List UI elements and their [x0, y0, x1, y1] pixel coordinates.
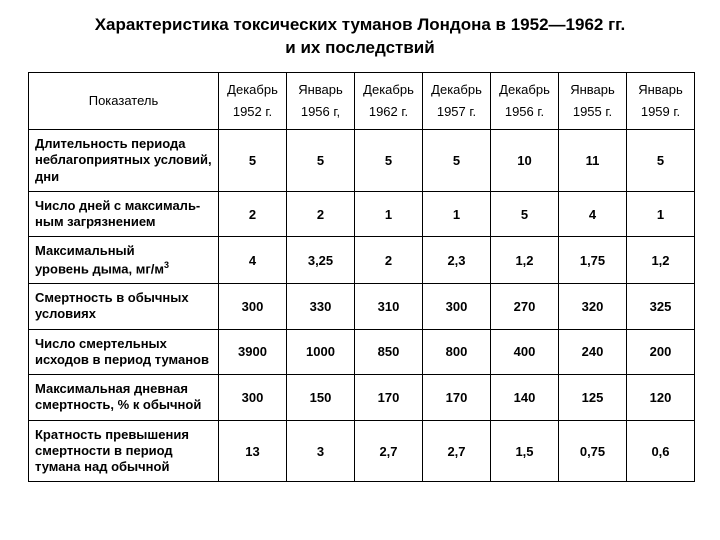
data-cell: 1	[423, 191, 491, 237]
col-year: 1955 г.	[573, 104, 612, 119]
table-row: Кратность превышения смертности в период…	[29, 420, 695, 482]
data-cell: 1	[355, 191, 423, 237]
data-cell: 5	[287, 130, 355, 192]
col-header: Декабрь 1962 г.	[355, 72, 423, 129]
col-month: Декабрь	[227, 82, 278, 97]
data-cell: 1000	[287, 329, 355, 375]
col-month: Январь	[570, 82, 615, 97]
data-cell: 300	[219, 284, 287, 330]
data-cell: 330	[287, 284, 355, 330]
col-year: 1956 г.	[505, 104, 544, 119]
col-year: 1956 г,	[301, 104, 340, 119]
table-row: Длительность периода неблагоприятных усл…	[29, 130, 695, 192]
data-cell: 10	[491, 130, 559, 192]
data-cell: 5	[423, 130, 491, 192]
data-cell: 5	[627, 130, 695, 192]
data-cell: 140	[491, 375, 559, 421]
row-label: Длительность периода неблагоприятных усл…	[29, 130, 219, 192]
data-cell: 800	[423, 329, 491, 375]
table-row: Число дней с максималь-ным загрязнением2…	[29, 191, 695, 237]
data-table: Показатель Декабрь 1952 г. Январь 1956 г…	[28, 72, 695, 483]
page-title: Характеристика токсических туманов Лондо…	[28, 14, 692, 60]
col-month: Декабрь	[499, 82, 550, 97]
table-row: Число смертельных исходов в период туман…	[29, 329, 695, 375]
col-header: Декабрь 1952 г.	[219, 72, 287, 129]
data-cell: 5	[491, 191, 559, 237]
row-label: Число смертельных исходов в период туман…	[29, 329, 219, 375]
data-cell: 0,6	[627, 420, 695, 482]
data-cell: 0,75	[559, 420, 627, 482]
data-cell: 125	[559, 375, 627, 421]
data-cell: 2,7	[355, 420, 423, 482]
data-cell: 1,5	[491, 420, 559, 482]
col-header: Декабрь 1957 г.	[423, 72, 491, 129]
col-month: Декабрь	[363, 82, 414, 97]
data-cell: 850	[355, 329, 423, 375]
data-cell: 2,3	[423, 237, 491, 284]
data-cell: 310	[355, 284, 423, 330]
data-cell: 2	[219, 191, 287, 237]
col-month: Январь	[638, 82, 683, 97]
row-label: Кратность превышения смертности в период…	[29, 420, 219, 482]
data-cell: 4	[559, 191, 627, 237]
indicator-header: Показатель	[29, 72, 219, 129]
data-cell: 1	[627, 191, 695, 237]
data-cell: 1,2	[491, 237, 559, 284]
data-cell: 2	[287, 191, 355, 237]
data-cell: 1,2	[627, 237, 695, 284]
table-row: Максимальная дневная смертность, % к обы…	[29, 375, 695, 421]
table-body: Длительность периода неблагоприятных усл…	[29, 130, 695, 482]
data-cell: 120	[627, 375, 695, 421]
data-cell: 325	[627, 284, 695, 330]
table-row: Максимальныйуровень дыма, мг/м343,2522,3…	[29, 237, 695, 284]
col-year: 1952 г.	[233, 104, 272, 119]
row-label: Максимальныйуровень дыма, мг/м3	[29, 237, 219, 284]
title-line-2: и их последствий	[285, 38, 434, 57]
row-label: Смертность в обычных условиях	[29, 284, 219, 330]
data-cell: 13	[219, 420, 287, 482]
col-header: Декабрь 1956 г.	[491, 72, 559, 129]
col-header: Январь 1956 г,	[287, 72, 355, 129]
col-year: 1962 г.	[369, 104, 408, 119]
data-cell: 2,7	[423, 420, 491, 482]
col-header: Январь 1959 г.	[627, 72, 695, 129]
data-cell: 3	[287, 420, 355, 482]
data-cell: 4	[219, 237, 287, 284]
table-row: Смертность в обычных условиях30033031030…	[29, 284, 695, 330]
col-year: 1957 г.	[437, 104, 476, 119]
col-year: 1959 г.	[641, 104, 680, 119]
data-cell: 5	[219, 130, 287, 192]
row-label: Число дней с максималь-ным загрязнением	[29, 191, 219, 237]
col-month: Декабрь	[431, 82, 482, 97]
data-cell: 3900	[219, 329, 287, 375]
title-line-1: Характеристика токсических туманов Лондо…	[95, 15, 626, 34]
data-cell: 150	[287, 375, 355, 421]
data-cell: 200	[627, 329, 695, 375]
data-cell: 11	[559, 130, 627, 192]
data-cell: 170	[423, 375, 491, 421]
data-cell: 400	[491, 329, 559, 375]
row-label: Максимальная дневная смертность, % к обы…	[29, 375, 219, 421]
data-cell: 1,75	[559, 237, 627, 284]
table-header-row: Показатель Декабрь 1952 г. Январь 1956 г…	[29, 72, 695, 129]
data-cell: 320	[559, 284, 627, 330]
col-month: Январь	[298, 82, 343, 97]
data-cell: 3,25	[287, 237, 355, 284]
data-cell: 5	[355, 130, 423, 192]
data-cell: 2	[355, 237, 423, 284]
col-header: Январь 1955 г.	[559, 72, 627, 129]
data-cell: 300	[219, 375, 287, 421]
data-cell: 300	[423, 284, 491, 330]
data-cell: 170	[355, 375, 423, 421]
data-cell: 270	[491, 284, 559, 330]
data-cell: 240	[559, 329, 627, 375]
